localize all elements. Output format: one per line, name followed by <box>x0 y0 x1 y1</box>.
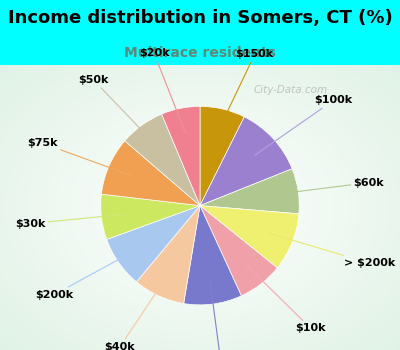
Text: $150k: $150k <box>217 49 274 133</box>
Text: Income distribution in Somers, CT (%): Income distribution in Somers, CT (%) <box>8 9 392 27</box>
Wedge shape <box>200 169 299 214</box>
Wedge shape <box>102 141 200 206</box>
Text: Multirace residents: Multirace residents <box>124 46 276 60</box>
Text: $30k: $30k <box>15 214 126 229</box>
Wedge shape <box>200 106 244 206</box>
Wedge shape <box>125 114 200 206</box>
Wedge shape <box>162 106 200 206</box>
Text: $75k: $75k <box>27 138 132 176</box>
Text: > $200k: > $200k <box>269 233 396 268</box>
Wedge shape <box>136 206 200 303</box>
Text: City-Data.com: City-Data.com <box>254 85 328 95</box>
Wedge shape <box>200 206 277 296</box>
Wedge shape <box>101 194 200 239</box>
Text: $20k: $20k <box>139 48 185 133</box>
Wedge shape <box>200 117 292 206</box>
Text: $60k: $60k <box>274 177 384 195</box>
Text: $50k: $50k <box>78 75 156 145</box>
Text: $125k: $125k <box>201 279 240 350</box>
Text: $40k: $40k <box>105 273 169 350</box>
Wedge shape <box>200 206 299 268</box>
Text: $100k: $100k <box>255 96 352 155</box>
Wedge shape <box>184 206 241 305</box>
Text: $10k: $10k <box>246 264 326 333</box>
Text: $200k: $200k <box>35 248 139 300</box>
Wedge shape <box>107 206 200 282</box>
